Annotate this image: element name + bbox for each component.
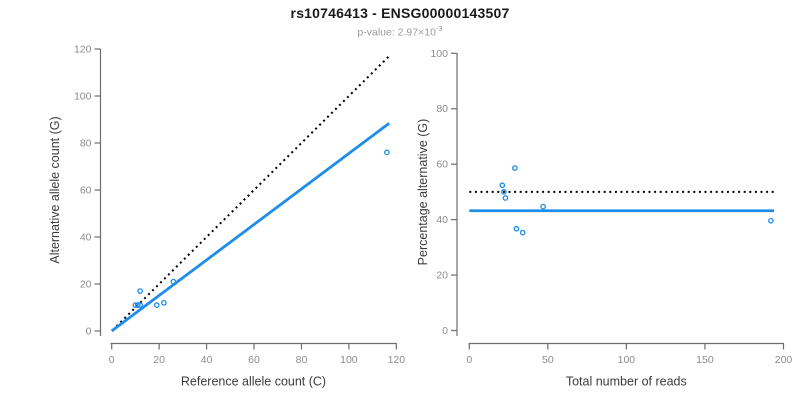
data-point <box>161 299 167 306</box>
figure-title: rs10746413 - ENSG00000143507 <box>290 5 510 21</box>
x-tick-label: 100 <box>340 354 358 366</box>
y-tick-label: 0 <box>442 325 448 337</box>
y-tick-label: 120 <box>74 44 92 56</box>
x-tick-label: 200 <box>775 354 793 366</box>
figure-subtitle: p-value: 2.97×10-3 <box>0 24 800 39</box>
pvalue-text: p-value: 2.97×10 <box>357 26 436 39</box>
x-tick-label: 20 <box>153 354 165 366</box>
right-x-axis-title: Total number of reads <box>566 375 687 389</box>
x-tick-label: 40 <box>201 354 213 366</box>
y-tick-label: 20 <box>80 279 92 291</box>
y-tick-label: 80 <box>436 103 448 115</box>
data-point <box>502 195 509 201</box>
data-point <box>499 182 506 189</box>
data-point <box>137 288 144 294</box>
data-point <box>153 302 160 308</box>
data-point <box>137 302 144 308</box>
data-point <box>134 302 141 308</box>
y-tick-label: 60 <box>436 159 448 171</box>
data-point <box>768 217 774 224</box>
x-tick-label: 150 <box>696 354 714 366</box>
y-tick-label: 0 <box>86 326 92 338</box>
data-point <box>384 149 390 156</box>
x-tick-label: 60 <box>248 354 260 366</box>
x-tick-label: 120 <box>388 354 406 366</box>
y-tick-label: 80 <box>80 138 92 150</box>
pvalue-exponent: -3 <box>435 24 443 33</box>
identity-line <box>115 55 390 328</box>
x-tick-label: 0 <box>109 354 115 366</box>
left-x-axis-title: Reference allele count (C) <box>181 375 326 389</box>
data-point <box>170 278 177 285</box>
y-tick-label: 20 <box>436 270 448 282</box>
x-tick-label: 0 <box>466 354 472 366</box>
y-tick-label: 100 <box>74 91 92 103</box>
data-point <box>519 229 526 236</box>
x-tick-label: 100 <box>618 354 636 366</box>
x-tick-label: 80 <box>296 354 308 366</box>
data-point <box>540 203 546 210</box>
x-tick-label: 50 <box>542 354 554 366</box>
data-point <box>501 189 507 195</box>
y-tick-label: 40 <box>436 214 448 226</box>
data-point <box>513 225 520 232</box>
y-tick-label: 40 <box>80 232 92 244</box>
y-tick-label: 60 <box>80 185 92 197</box>
y-tick-label: 100 <box>430 48 448 60</box>
left-y-axis-title: Alternative allele count (G) <box>48 116 62 263</box>
fit-line <box>110 122 391 333</box>
data-point <box>512 165 518 171</box>
right-y-axis-title: Percentage alternative (G) <box>416 119 430 266</box>
